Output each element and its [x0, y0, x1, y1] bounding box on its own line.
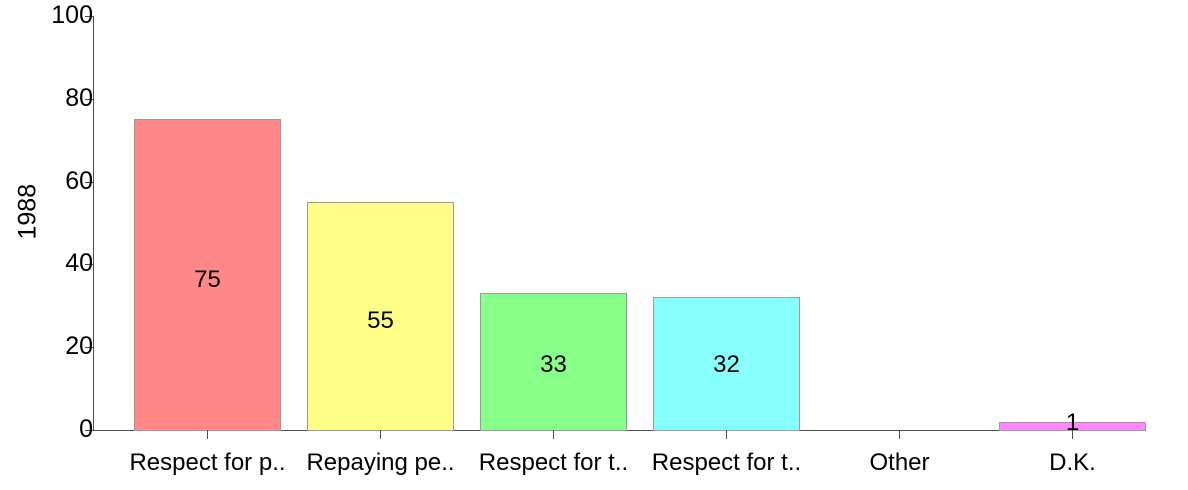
x-tick-label-4: Other	[869, 449, 930, 476]
y-tick-label-100: 100	[51, 1, 93, 29]
y-axis-line	[93, 16, 94, 430]
bar-value-label-2: 33	[540, 351, 567, 378]
bar-value-label-0: 75	[194, 266, 221, 293]
bar-value-label-3: 32	[713, 351, 740, 378]
x-tick-mark-3	[726, 430, 727, 439]
bar-repaying-pe[interactable]	[307, 202, 454, 431]
bar-value-label-5: 1	[1065, 409, 1080, 436]
x-tick-mark-2	[553, 430, 554, 439]
y-axis-title: 1988	[13, 183, 42, 240]
y-tick-mark-60	[85, 182, 93, 183]
y-tick-label-80: 80	[65, 84, 93, 112]
y-tick-mark-20	[85, 347, 93, 348]
x-tick-mark-5	[1072, 430, 1073, 439]
x-tick-label-1: Repaying pe..	[306, 449, 455, 476]
x-tick-mark-1	[380, 430, 381, 439]
y-tick-label-60: 60	[65, 167, 93, 195]
bar-respect-for-p[interactable]	[134, 119, 281, 431]
y-tick-label-0: 0	[79, 415, 93, 443]
x-tick-label-5: D.K.	[1049, 449, 1096, 476]
y-tick-label-20: 20	[65, 332, 93, 360]
x-tick-mark-4	[899, 430, 900, 439]
y-tick-label-40: 40	[65, 249, 93, 277]
y-tick-mark-40	[85, 264, 93, 265]
y-tick-mark-100	[85, 16, 93, 17]
x-tick-label-2: Respect for t..	[478, 449, 629, 476]
x-tick-label-0: Respect for p..	[129, 449, 286, 476]
bar-respect-for-t-2[interactable]	[653, 297, 800, 431]
y-tick-mark-0	[85, 430, 93, 431]
y-tick-mark-80	[85, 99, 93, 100]
x-tick-label-3: Respect for t..	[651, 449, 802, 476]
bar-respect-for-t-1[interactable]	[480, 293, 627, 431]
bar-value-label-1: 55	[367, 307, 394, 334]
x-tick-mark-0	[207, 430, 208, 439]
